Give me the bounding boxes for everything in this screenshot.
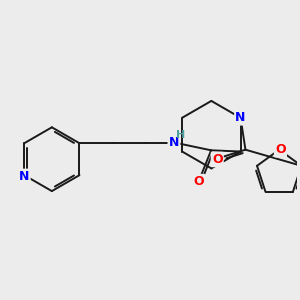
Text: N: N (236, 111, 246, 124)
Text: O: O (212, 153, 223, 166)
Text: N: N (19, 170, 29, 183)
Text: H: H (176, 130, 185, 140)
Text: O: O (194, 175, 204, 188)
Text: O: O (275, 143, 286, 156)
Text: N: N (169, 136, 179, 149)
